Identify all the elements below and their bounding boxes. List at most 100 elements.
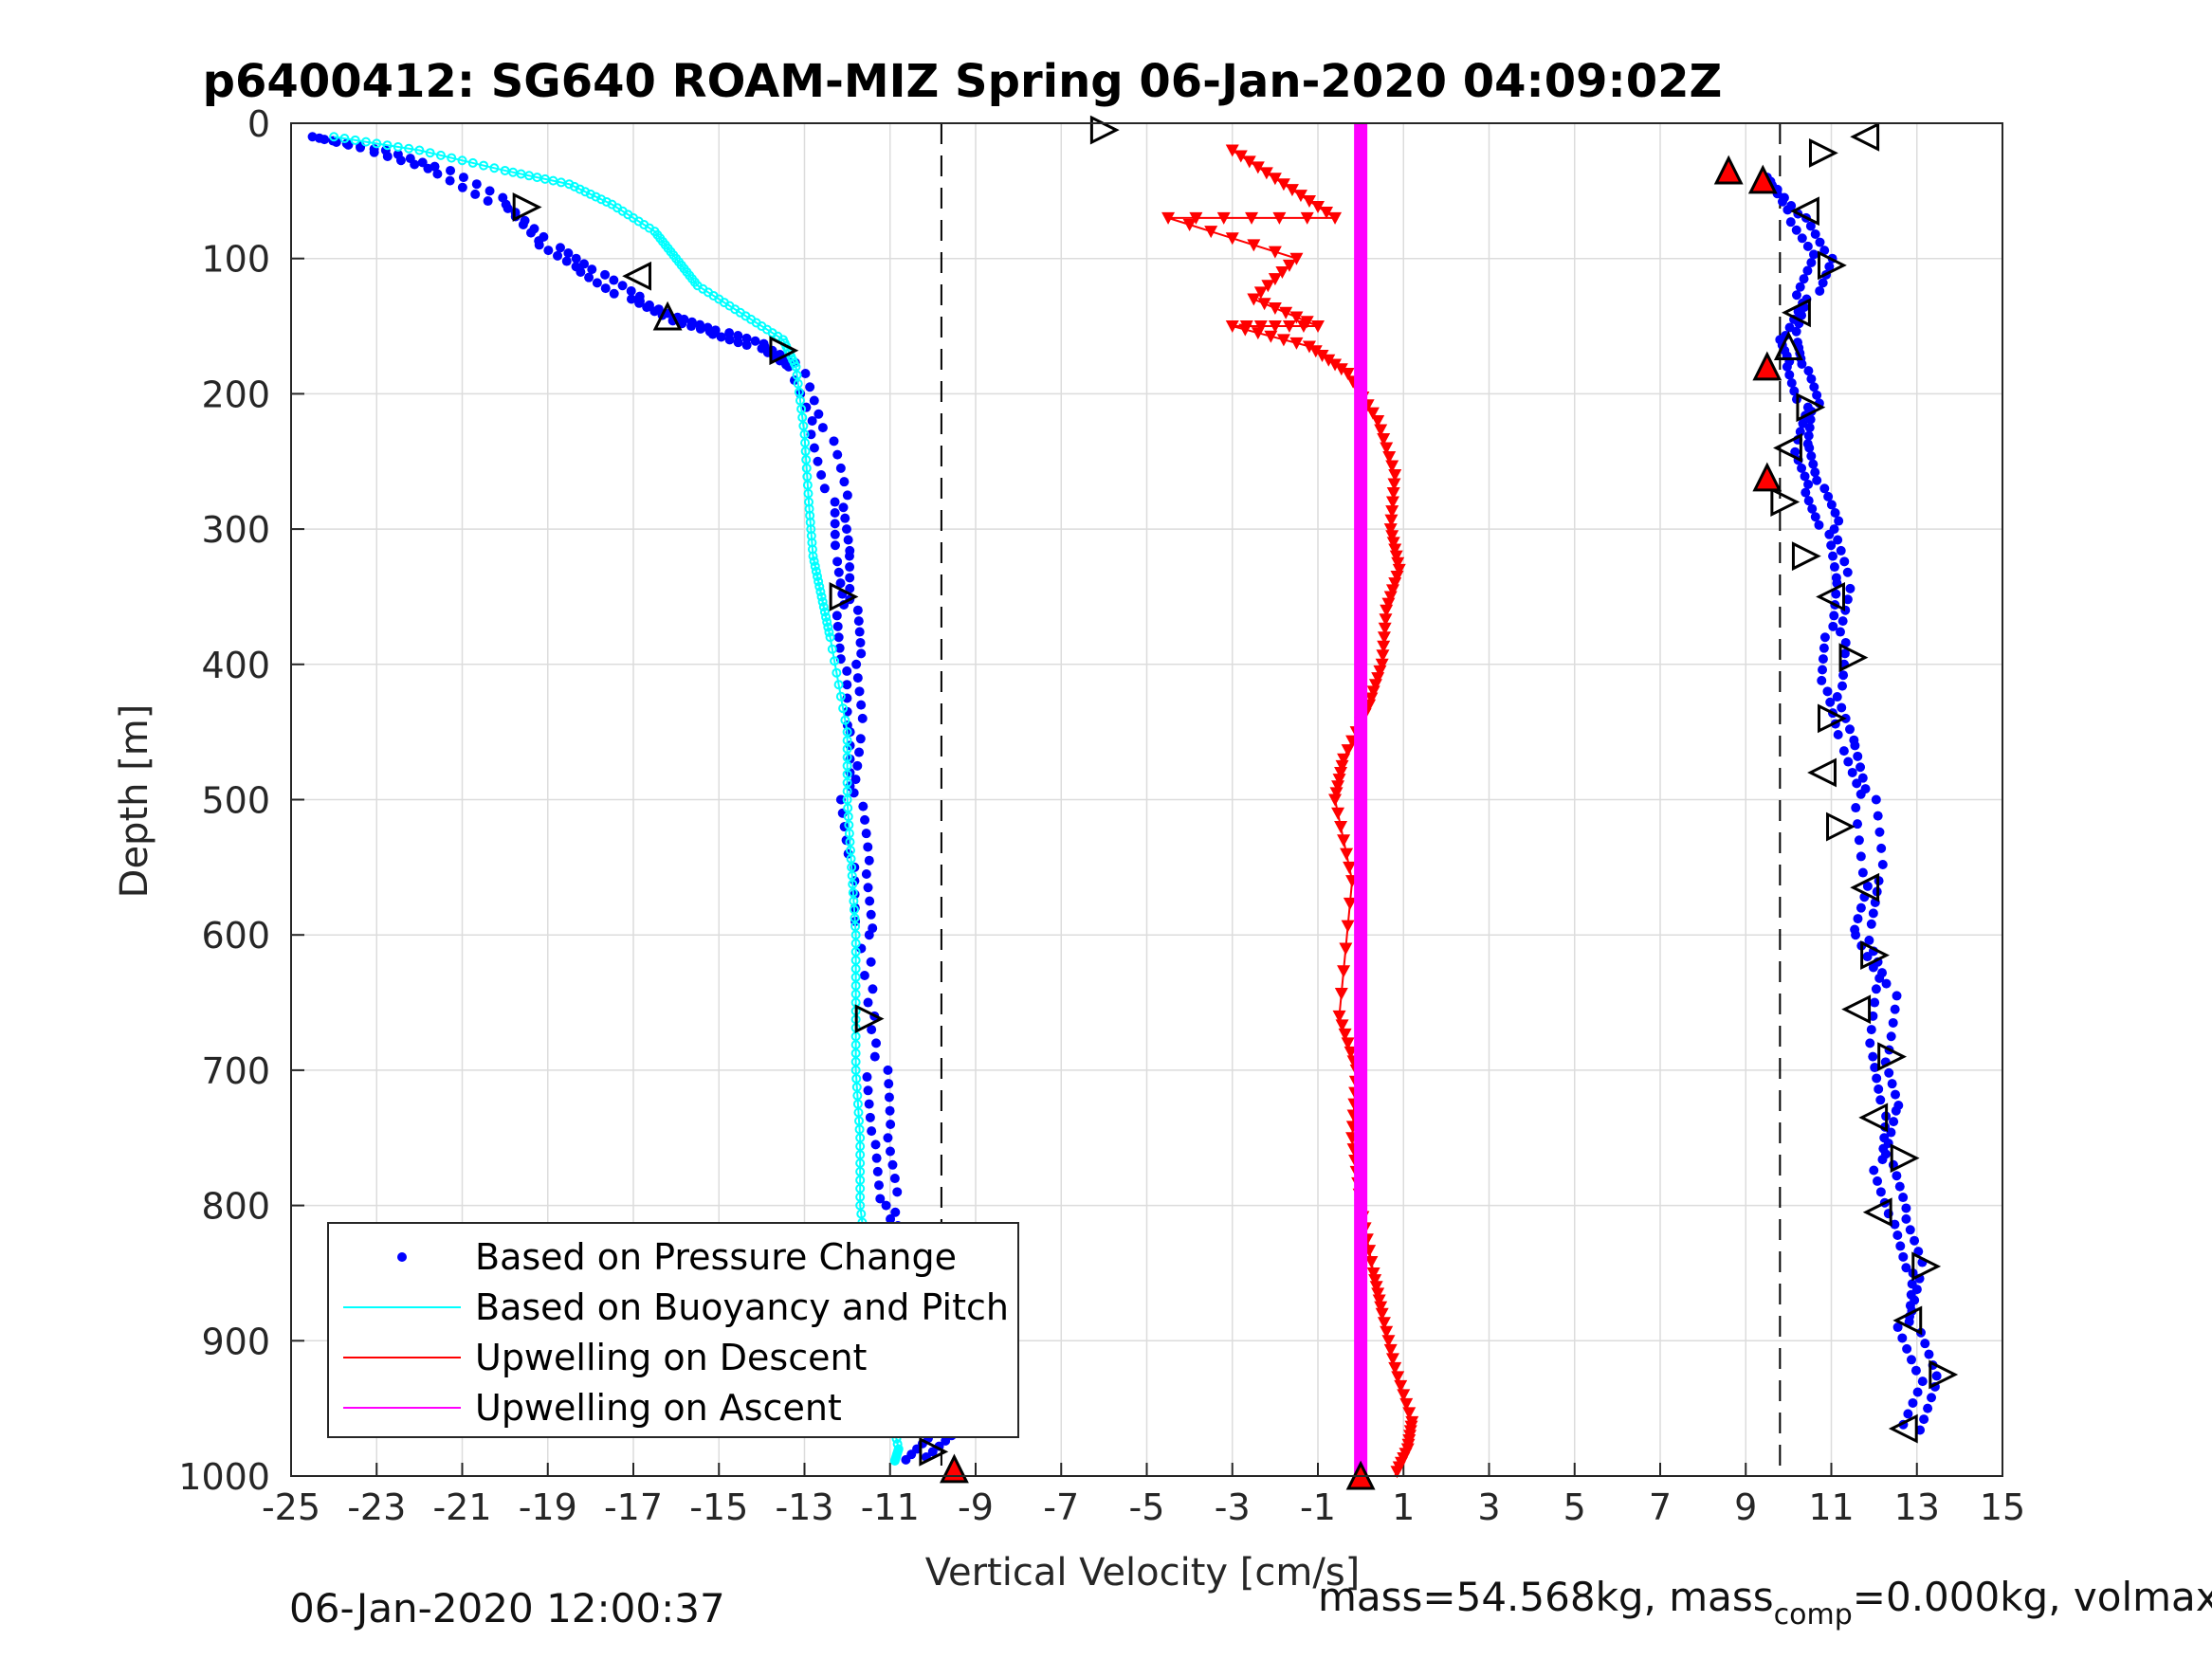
pressure-point-ascent	[1924, 1349, 1934, 1359]
pressure-point-descent	[850, 775, 861, 785]
pressure-point-ascent	[1797, 233, 1807, 244]
pressure-point-ascent	[1897, 1333, 1908, 1343]
upwelling-descent-point	[1387, 478, 1401, 491]
buoyancy-point	[827, 644, 837, 654]
pressure-point-ascent	[1910, 1365, 1921, 1376]
pressure-point-ascent	[1797, 310, 1807, 320]
pressure-point-descent	[432, 169, 443, 179]
upwelling-descent-point	[1378, 622, 1392, 635]
buoyancy-point	[457, 155, 467, 166]
pressure-point-ascent	[1839, 556, 1850, 567]
pressure-point-ascent	[1809, 382, 1819, 392]
x-tick-label: -23	[347, 1486, 406, 1528]
upwelling-descent-point	[1388, 577, 1402, 591]
pressure-point-ascent	[1831, 589, 1841, 599]
pressure-point-descent	[832, 556, 843, 567]
footer-mass: mass=54.568kg, masscomp=0.000kg, volmax	[1318, 1574, 2212, 1632]
pressure-point-ascent	[1777, 196, 1787, 207]
pressure-point-descent	[838, 502, 849, 513]
pressure-point-ascent	[1806, 374, 1817, 384]
pressure-point-descent	[626, 285, 636, 296]
pressure-point-ascent	[1851, 930, 1861, 940]
pressure-point-descent	[863, 1085, 873, 1096]
open-triangle-marker	[652, 301, 683, 331]
pressure-point-descent	[800, 368, 811, 378]
buoyancy-point	[447, 153, 457, 163]
pressure-point-descent	[395, 155, 406, 166]
upwelling-descent-point	[1289, 337, 1304, 350]
upwelling-descent-point	[1375, 1307, 1389, 1321]
pressure-point-descent	[830, 519, 840, 529]
y-tick-label: 600	[201, 915, 270, 957]
pressure-point-ascent	[1803, 366, 1814, 376]
x-tick-label: 15	[1980, 1486, 2025, 1528]
buoyancy-point	[564, 179, 575, 190]
open-triangle-marker	[1816, 582, 1845, 611]
pressure-point-ascent	[1902, 1343, 1912, 1354]
pressure-point-ascent	[1819, 246, 1830, 256]
pressure-point-descent	[860, 814, 870, 825]
upwelling-descent-point	[1340, 848, 1354, 861]
pressure-point-descent	[410, 159, 420, 170]
pressure-point-descent	[503, 203, 513, 213]
pressure-point-ascent	[1807, 503, 1818, 514]
pressure-point-ascent	[1842, 594, 1853, 605]
pressure-point-ascent	[1803, 430, 1814, 441]
buoyancy-point	[817, 596, 828, 607]
upwelling-descent-point	[1337, 753, 1351, 766]
pressure-point-descent	[863, 842, 873, 852]
pressure-point-descent	[845, 562, 855, 573]
upwelling-descent-point	[1329, 787, 1344, 800]
upwelling-descent-point	[1402, 1407, 1417, 1420]
pressure-point-ascent	[1838, 670, 1849, 681]
y-tick-label: 700	[201, 1050, 270, 1092]
buoyancy-point	[580, 187, 591, 197]
pressure-point-descent	[695, 323, 705, 334]
upwelling-descent-point	[1364, 692, 1379, 705]
buoyancy-point	[791, 361, 801, 372]
pressure-point-descent	[862, 1072, 872, 1083]
pressure-point-ascent	[1866, 919, 1876, 929]
buoyancy-point	[372, 138, 382, 149]
pressure-point-ascent	[1901, 1213, 1911, 1224]
pressure-point-ascent	[1856, 789, 1866, 799]
pressure-point-descent	[805, 382, 815, 392]
x-tick-label: -15	[689, 1486, 748, 1528]
x-tick-label: -11	[861, 1486, 920, 1528]
pressure-point-descent	[864, 855, 874, 866]
upwelling-descent-point	[1285, 184, 1299, 197]
pressure-point-descent	[840, 513, 850, 523]
buoyancy-point	[810, 561, 820, 572]
upwelling-descent-point	[1338, 1028, 1352, 1041]
pressure-point-descent	[851, 659, 862, 669]
legend-label: Upwelling on Descent	[475, 1337, 867, 1378]
pressure-point-descent	[859, 971, 869, 981]
buoyancy-point	[404, 143, 414, 154]
pressure-point-ascent	[1837, 702, 1847, 713]
pressure-point-ascent	[1892, 1322, 1903, 1333]
open-triangle-marker	[1818, 250, 1847, 281]
buoyancy-point	[797, 412, 808, 423]
buoyancy-point	[808, 551, 818, 561]
pressure-point-descent	[642, 302, 652, 313]
pressure-point-descent	[853, 616, 864, 627]
buoyancy-point	[489, 163, 500, 173]
tick-labels: -25 -23 -21 -19 -17 -15 -13 -11 -9 -7 -5 -3 -1 1 3 5 7 9 1…	[178, 103, 2025, 1528]
pressure-point-descent	[865, 896, 875, 906]
upwelling-descent-point	[1341, 367, 1355, 380]
pressure-point-ascent	[1877, 859, 1888, 869]
pressure-point-descent	[555, 243, 565, 253]
pressure-point-descent	[868, 984, 878, 994]
pressure-point-descent	[649, 306, 660, 317]
pressure-point-ascent	[1812, 475, 1822, 485]
x-tick-label: 3	[1477, 1486, 1500, 1528]
pressure-point-ascent	[1870, 1063, 1880, 1073]
upwelling-descent-point	[1332, 774, 1346, 787]
pressure-point-ascent	[1868, 908, 1878, 919]
pressure-point-descent	[457, 182, 467, 192]
pressure-point-ascent	[1871, 984, 1881, 994]
pressure-point-descent	[809, 395, 819, 406]
pressure-point-descent	[866, 957, 876, 967]
buoyancy-point	[814, 576, 824, 587]
pressure-point-descent	[842, 680, 852, 690]
